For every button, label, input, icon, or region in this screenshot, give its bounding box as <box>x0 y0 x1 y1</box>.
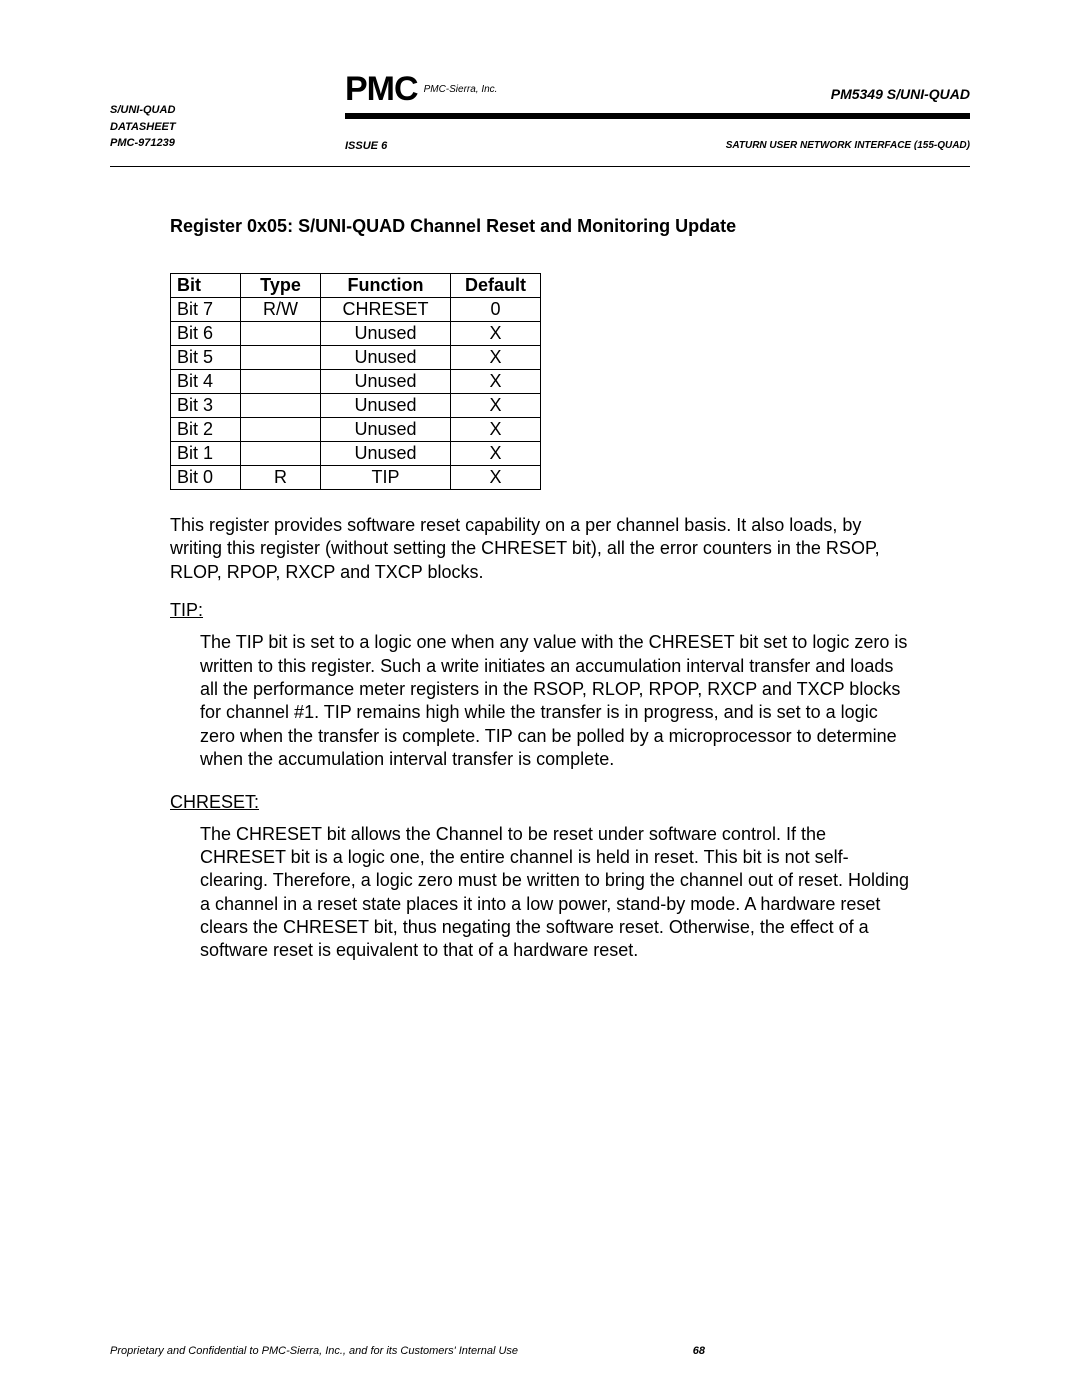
tip-heading: TIP: <box>170 600 910 621</box>
table-row: Bit 5 UnusedX <box>171 346 541 370</box>
cell-type <box>241 370 321 394</box>
header-product-short: S/UNI-QUAD <box>110 102 176 119</box>
header-thick-rule <box>345 113 970 119</box>
cell-bit: Bit 4 <box>171 370 241 394</box>
header-doc-number: PMC-971239 <box>110 135 176 152</box>
cell-function: Unused <box>321 370 451 394</box>
table-header-row: Bit Type Function Default <box>171 274 541 298</box>
header-doc-type: DATASHEET <box>110 119 176 136</box>
register-title: Register 0x05: S/UNI-QUAD Channel Reset … <box>170 216 910 237</box>
logo-company-name: PMC-Sierra, Inc. <box>424 84 498 95</box>
footer-page-number: 68 <box>693 1345 705 1357</box>
register-bit-table: Bit Type Function Default Bit 7R/WCHRESE… <box>170 273 541 490</box>
cell-bit: Bit 6 <box>171 322 241 346</box>
cell-default: X <box>451 322 541 346</box>
cell-type <box>241 322 321 346</box>
header-subtitle: SATURN USER NETWORK INTERFACE (155-QUAD) <box>726 140 970 151</box>
logo-text: PMC <box>345 70 418 109</box>
header-product-id: PM5349 S/UNI-QUAD <box>831 86 970 102</box>
cell-bit: Bit 1 <box>171 442 241 466</box>
cell-function: Unused <box>321 394 451 418</box>
col-header-default: Default <box>451 274 541 298</box>
table-row: Bit 1 UnusedX <box>171 442 541 466</box>
cell-type <box>241 394 321 418</box>
header-thin-rule <box>110 166 970 167</box>
table-row: Bit 6 UnusedX <box>171 322 541 346</box>
page-footer: Proprietary and Confidential to PMC-Sier… <box>110 1345 970 1357</box>
cell-type: R/W <box>241 298 321 322</box>
cell-bit: Bit 7 <box>171 298 241 322</box>
chreset-paragraph: The CHRESET bit allows the Channel to be… <box>200 823 910 963</box>
cell-default: X <box>451 346 541 370</box>
table-row: Bit 2 UnusedX <box>171 418 541 442</box>
cell-function: Unused <box>321 322 451 346</box>
chreset-heading: CHRESET: <box>170 792 910 813</box>
cell-bit: Bit 3 <box>171 394 241 418</box>
page-header: S/UNI-QUAD DATASHEET PMC-971239 PMC PMC-… <box>110 70 970 180</box>
cell-function: TIP <box>321 466 451 490</box>
col-header-type: Type <box>241 274 321 298</box>
table-row: Bit 0RTIPX <box>171 466 541 490</box>
cell-type <box>241 418 321 442</box>
header-left-block: S/UNI-QUAD DATASHEET PMC-971239 <box>110 102 176 152</box>
cell-default: X <box>451 418 541 442</box>
footer-confidential-text: Proprietary and Confidential to PMC-Sier… <box>110 1345 518 1357</box>
cell-type <box>241 346 321 370</box>
cell-type: R <box>241 466 321 490</box>
cell-bit: Bit 0 <box>171 466 241 490</box>
cell-bit: Bit 2 <box>171 418 241 442</box>
cell-function: Unused <box>321 442 451 466</box>
cell-default: 0 <box>451 298 541 322</box>
cell-default: X <box>451 442 541 466</box>
company-logo: PMC PMC-Sierra, Inc. <box>345 70 497 109</box>
cell-default: X <box>451 370 541 394</box>
table-row: Bit 7R/WCHRESET0 <box>171 298 541 322</box>
cell-function: CHRESET <box>321 298 451 322</box>
cell-bit: Bit 5 <box>171 346 241 370</box>
page-content: Register 0x05: S/UNI-QUAD Channel Reset … <box>170 216 910 963</box>
col-header-bit: Bit <box>171 274 241 298</box>
header-issue: ISSUE 6 <box>345 140 387 152</box>
cell-type <box>241 442 321 466</box>
cell-default: X <box>451 466 541 490</box>
cell-default: X <box>451 394 541 418</box>
tip-paragraph: The TIP bit is set to a logic one when a… <box>200 631 910 771</box>
table-row: Bit 3 UnusedX <box>171 394 541 418</box>
cell-function: Unused <box>321 418 451 442</box>
cell-function: Unused <box>321 346 451 370</box>
col-header-function: Function <box>321 274 451 298</box>
intro-paragraph: This register provides software reset ca… <box>170 514 910 584</box>
table-row: Bit 4 UnusedX <box>171 370 541 394</box>
